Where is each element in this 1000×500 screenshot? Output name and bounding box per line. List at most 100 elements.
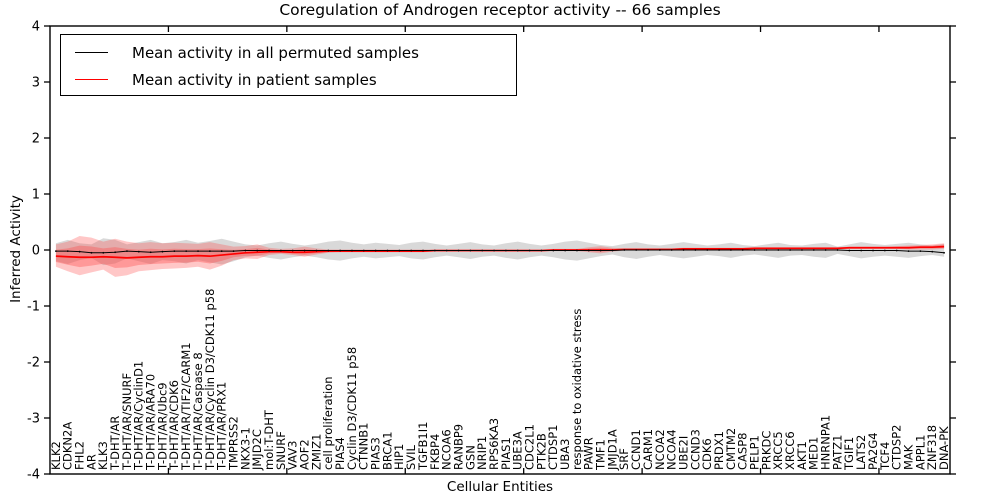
y-tick-label: 2 [32,132,40,147]
permuted-mean-marker [457,249,460,252]
permuted-mean-marker [433,249,436,252]
x-tick-label: NCOA2 [653,429,667,470]
permuted-mean-marker [327,249,330,252]
permuted-mean-marker [351,249,353,252]
x-tick-label: T-DHT/AR/ARA70 [144,374,158,471]
permuted-mean-marker [789,249,792,251]
legend-label-permuted: Mean activity in all permuted samples [132,43,419,62]
permuted-mean-marker [611,249,614,252]
y-tick-label: -4 [27,468,40,483]
permuted-mean-line [55,249,945,254]
permuted-mean-marker [185,250,188,253]
permuted-mean-marker [552,249,555,252]
permuted-mean-marker [422,249,424,252]
permuted-mean-marker [410,249,413,252]
permuted-mean-marker [670,249,673,251]
permuted-mean-marker [102,251,105,254]
x-tick-label: CTDSP2 [890,425,904,470]
permuted-mean-marker [848,249,851,252]
permuted-mean-marker [66,250,69,253]
x-tick-label: KLK2 [49,441,63,470]
patient-std-band [55,236,945,277]
permuted-mean-marker [587,249,590,252]
x-tick-label: mol:T-DHT [262,409,276,470]
x-tick-label: T-DHT/AR [108,416,122,471]
x-tick-label: PA2G4 [866,432,880,470]
permuted-mean-marker [599,249,602,252]
x-tick-label: T-DHT/AR/Caspase 8 [191,352,205,471]
x-tick-label: FKBP4 [428,434,442,470]
permuted-line-swatch-icon [75,52,108,53]
x-tick-label: APPL1 [913,435,927,470]
x-tick-label: RANBP9 [451,424,465,470]
permuted-mean-marker [291,249,294,252]
permuted-mean-marker [528,249,531,252]
x-tick-label: XRCC6 [783,431,797,470]
permuted-mean-marker [149,251,152,254]
x-tick-label: SVIL [404,444,418,470]
permuted-mean-marker [919,250,922,253]
permuted-mean-marker [315,249,318,252]
x-tick-label: XRCC5 [771,431,785,470]
x-tick-label: PELP1 [748,435,762,470]
x-tick-label: Cyclin D3/CDK11 p58 [345,347,359,470]
permuted-mean-marker [931,250,934,253]
permuted-mean-marker [753,249,756,251]
chart-title: Coregulation of Androgen receptor activi… [279,1,721,19]
x-tick-label: cell proliferation [321,376,335,470]
permuted-mean-marker [173,250,176,253]
x-tick-label: CMTM2 [724,428,738,470]
x-tick-label: ZMIZ1 [309,434,323,470]
x-tick-label: JMJD1A [605,429,619,471]
permuted-mean-marker [682,249,685,251]
x-axis-label: Cellular Entities [446,479,554,495]
permuted-mean-marker [493,249,495,252]
y-tick-label: -3 [27,412,40,427]
x-tick-label: PIAS4 [333,437,347,470]
y-axis-label: Inferred Activity [8,195,24,303]
permuted-mean-marker [576,249,578,252]
permuted-mean-marker [303,249,306,252]
x-tick-label: CCND3 [688,429,702,470]
x-tick-label: AOF2 [298,439,312,470]
permuted-std-band [55,238,945,266]
x-tick-label: T-DHT/AR/CDK6 [167,380,181,471]
permuted-mean-marker [445,249,448,252]
permuted-mean-marker [718,249,720,251]
permuted-mean-marker [78,250,81,253]
permuted-mean-marker [90,251,93,254]
permuted-mean-marker [244,249,247,252]
x-tick-label: CTDSP1 [546,425,560,470]
x-tick-label: PAWR [582,437,596,470]
x-tick-label: TMF1 [594,439,608,471]
x-tick-label: MED1 [807,437,821,470]
permuted-mean-marker [895,249,898,252]
x-tick-label: PRDX1 [712,431,726,470]
legend-entry-patient: Mean activity in patient samples [61,66,516,93]
permuted-mean-marker [55,250,57,253]
x-tick-label: NKX3-1 [238,427,252,470]
permuted-mean-marker [126,250,128,253]
x-tick-label: VAV3 [286,441,300,470]
x-tick-label: CTNNB1 [357,423,371,470]
x-tick-label: BRCA1 [380,431,394,470]
legend: Mean activity in all permuted samples Me… [60,34,517,96]
permuted-mean-marker [208,250,211,253]
permuted-mean-marker [860,249,863,252]
permuted-mean-marker [540,249,543,252]
permuted-mean-marker [114,251,117,254]
permuted-mean-marker [706,249,709,251]
x-tick-label: KLK3 [96,441,110,470]
x-tick-label: LATS2 [854,435,868,470]
x-tick-label: PTK2B [534,433,548,470]
x-tick-label: RPS6KA3 [487,418,501,470]
permuted-mean-marker [505,249,507,252]
x-tick-label: MAK [901,444,915,470]
x-tick-label: AKT1 [795,441,809,470]
x-tick-label: T-DHT/AR/TIF2/CARM1 [179,342,193,471]
y-tick-label: 1 [32,188,40,203]
permuted-mean-marker [623,249,626,251]
permuted-mean-marker [801,249,803,251]
legend-label-patient: Mean activity in patient samples [132,70,377,89]
